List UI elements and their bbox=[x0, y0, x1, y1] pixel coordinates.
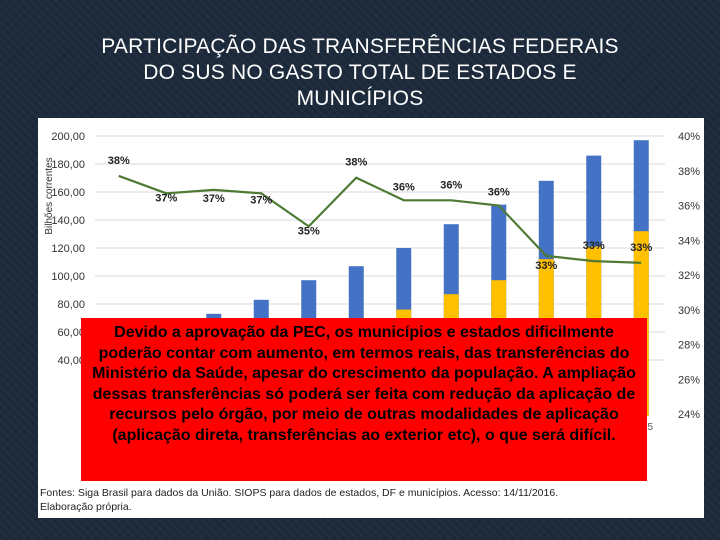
y2-tick-label: 38% bbox=[678, 166, 700, 178]
y-tick-label: 160,00 bbox=[51, 187, 85, 199]
line-data-label: 33% bbox=[535, 260, 557, 272]
x-tick-label: 15 bbox=[642, 422, 654, 433]
line-data-label: 33% bbox=[583, 240, 605, 252]
line-data-label: 36% bbox=[440, 179, 462, 191]
y2-tick-label: 28% bbox=[678, 340, 700, 352]
line-data-label: 38% bbox=[345, 157, 367, 169]
y2-tick-label: 36% bbox=[678, 201, 700, 213]
y-tick-label: 180,00 bbox=[51, 159, 85, 171]
y-tick-label: 40,00 bbox=[57, 355, 85, 367]
source-line-2: Elaboração própria. bbox=[40, 501, 132, 513]
line-data-label: 38% bbox=[108, 155, 130, 167]
y2-tick-label: 34% bbox=[678, 235, 700, 247]
title-line-3: MUNICÍPIOS bbox=[296, 87, 424, 110]
y-tick-label: 100,00 bbox=[51, 271, 85, 283]
share-line bbox=[118, 174, 642, 264]
line-data-label: 36% bbox=[393, 181, 415, 193]
y-axis-label: Bilhões correntes bbox=[44, 157, 55, 234]
y2-tick-label: 30% bbox=[678, 305, 700, 317]
y-tick-label: 140,00 bbox=[51, 215, 85, 227]
y2-tick-label: 32% bbox=[678, 270, 700, 282]
line-data-label: 33% bbox=[630, 242, 652, 254]
title-line-2: DO SUS NO GASTO TOTAL DE ESTADOS E bbox=[143, 61, 577, 84]
y2-tick-label: 24% bbox=[678, 409, 700, 421]
y-tick-label: 80,00 bbox=[57, 299, 85, 311]
source-line-1: Fontes: Siga Brasil para dados da União.… bbox=[40, 487, 559, 499]
pec-warning-box: Devido a aprovação da PEC, os municípios… bbox=[81, 318, 647, 481]
line-data-label: 36% bbox=[488, 187, 510, 199]
slide-title: PARTICIPAÇÃO DAS TRANSFERÊNCIAS FEDERAIS… bbox=[40, 34, 680, 112]
y-tick-label: 200,00 bbox=[51, 131, 85, 143]
line-data-label: 35% bbox=[298, 225, 320, 237]
line-data-label: 37% bbox=[203, 193, 225, 205]
line-data-label: 37% bbox=[250, 194, 272, 206]
y-tick-label: 60,00 bbox=[57, 327, 85, 339]
title-line-1: PARTICIPAÇÃO DAS TRANSFERÊNCIAS FEDERAIS bbox=[101, 35, 619, 58]
y-tick-label: 120,00 bbox=[51, 243, 85, 255]
y2-tick-label: 40% bbox=[678, 131, 700, 143]
line-data-label: 37% bbox=[155, 192, 177, 204]
source-note: Fontes: Siga Brasil para dados da União.… bbox=[40, 486, 680, 514]
y2-tick-label: 26% bbox=[678, 374, 700, 386]
